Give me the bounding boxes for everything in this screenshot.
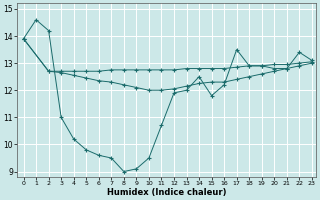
X-axis label: Humidex (Indice chaleur): Humidex (Indice chaleur): [107, 188, 226, 197]
